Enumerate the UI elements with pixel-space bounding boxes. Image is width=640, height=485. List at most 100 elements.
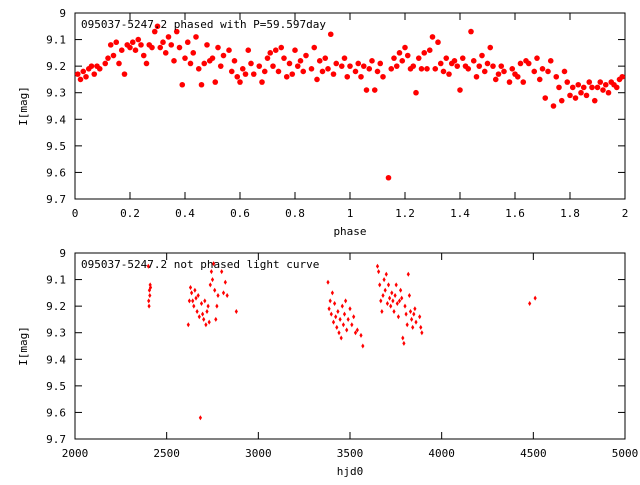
phased-data-point (355, 60, 362, 67)
unphased-data-point (338, 316, 342, 322)
unphased-data-point (192, 303, 196, 309)
unphased-x-tick-label: 2500 (153, 447, 180, 460)
unphased-y-tick-label: 9.3 (46, 327, 66, 340)
unphased-data-point (202, 316, 206, 322)
phased-data-point (160, 39, 166, 46)
unphased-data-point (408, 308, 413, 314)
phased-data-point (195, 66, 202, 72)
unphased-data-point (207, 319, 211, 325)
phased-data-point (476, 63, 483, 69)
phased-data-point (594, 84, 601, 91)
phased-data-point (567, 92, 573, 99)
phased-data-point (572, 95, 579, 101)
phased-data-point (410, 63, 417, 69)
phased-data-point (484, 60, 491, 67)
phased-data-point (385, 174, 392, 181)
phased-data-point (157, 44, 164, 51)
unphased-data-point (205, 308, 209, 314)
unphased-x-ticks: 2000 2500 3000 3500 4000 4500 5000 (62, 253, 638, 460)
unphased-data-point (533, 295, 537, 301)
unphased-data-point (327, 306, 331, 312)
phased-data-point (286, 60, 293, 67)
unphased-data-point (393, 293, 397, 299)
unphased-data-point (335, 324, 339, 330)
unphased-data-point (361, 343, 365, 349)
phased-data-point (371, 87, 378, 93)
phased-data-point (575, 81, 582, 88)
unphased-data-point (348, 306, 352, 312)
phased-data-point (465, 66, 472, 72)
unphased-data-point (382, 277, 386, 283)
unphased-data-point (215, 303, 219, 309)
phased-data-point (468, 28, 474, 35)
phased-data-point (77, 76, 84, 83)
phased-data-point (341, 55, 348, 61)
phased-data-point (171, 58, 177, 64)
unphased-data-point (221, 290, 226, 296)
phased-data-point (83, 73, 89, 80)
phased-data-point (429, 34, 436, 40)
phased-data-point (558, 97, 565, 104)
phased-data-point (514, 73, 521, 80)
phased-data-point (140, 52, 147, 59)
unphased-data-point (355, 327, 359, 333)
unphased-data-point (350, 322, 354, 328)
unphased-data-point (383, 287, 387, 293)
phased-data-point (580, 84, 587, 91)
unphased-data-point (380, 308, 384, 314)
unphased-data-point (220, 269, 224, 275)
phased-data-point (184, 39, 191, 46)
unphased-data-point (346, 316, 350, 322)
phased-data-point (245, 47, 252, 53)
unphased-data-point (341, 322, 345, 328)
unphased-data-point (407, 293, 411, 299)
phased-data-point (509, 66, 516, 72)
phased-data-point (457, 87, 463, 93)
phased-data-point (267, 50, 274, 56)
phased-data-point (220, 52, 227, 59)
unphased-data-point (381, 293, 385, 299)
unphased-x-tick-label: 4000 (428, 447, 455, 460)
unphased-data-point (397, 298, 402, 304)
phased-data-point (396, 50, 403, 56)
phased-data-point (322, 55, 329, 61)
unphased-data-point (329, 311, 333, 317)
unphased-data-point (388, 295, 392, 301)
phased-plot-title: 095037-5247.2 phased with P=59.597day (81, 18, 326, 31)
unphased-x-axis-label: hjd0 (337, 465, 364, 478)
phased-data-point (501, 68, 507, 75)
phased-data-point (204, 42, 210, 48)
phased-data-point (129, 39, 136, 46)
phased-data-point (289, 71, 296, 77)
phased-data-point (319, 68, 326, 75)
unphased-data-point (223, 279, 227, 285)
unphased-data-point (394, 282, 398, 288)
phased-data-point (602, 81, 609, 88)
phased-data-point (437, 60, 444, 67)
unphased-data-points (146, 261, 537, 421)
phased-data-point (74, 71, 81, 77)
unphased-x-tick-label: 2000 (62, 447, 89, 460)
phased-data-point (193, 34, 199, 40)
phased-x-tick-label: 1.2 (395, 207, 415, 220)
unphased-data-point (392, 308, 396, 314)
phased-data-point (404, 52, 411, 59)
unphased-y-tick-label: 9.1 (46, 274, 66, 287)
phased-data-point (550, 103, 557, 109)
phased-data-point (333, 60, 340, 67)
unphased-data-point (194, 295, 198, 301)
phased-data-point (116, 60, 122, 67)
phased-data-point (118, 47, 125, 53)
unphased-plot: 9 9.1 9.2 9.3 9.4 9.5 9.6 9.7 2000 2500 3000 3500 4… (17, 247, 638, 478)
phased-data-point (556, 84, 562, 91)
unphased-data-point (345, 327, 349, 333)
unphased-y-tick-label: 9 (59, 247, 66, 260)
unphased-data-point (406, 271, 410, 277)
phased-data-point (270, 63, 276, 69)
phased-data-point (190, 50, 197, 56)
unphased-data-point (528, 300, 532, 306)
unphased-data-point (197, 314, 201, 320)
phased-x-tick-label: 0.2 (120, 207, 140, 220)
unphased-data-point (198, 415, 202, 421)
phased-data-point (426, 47, 433, 53)
